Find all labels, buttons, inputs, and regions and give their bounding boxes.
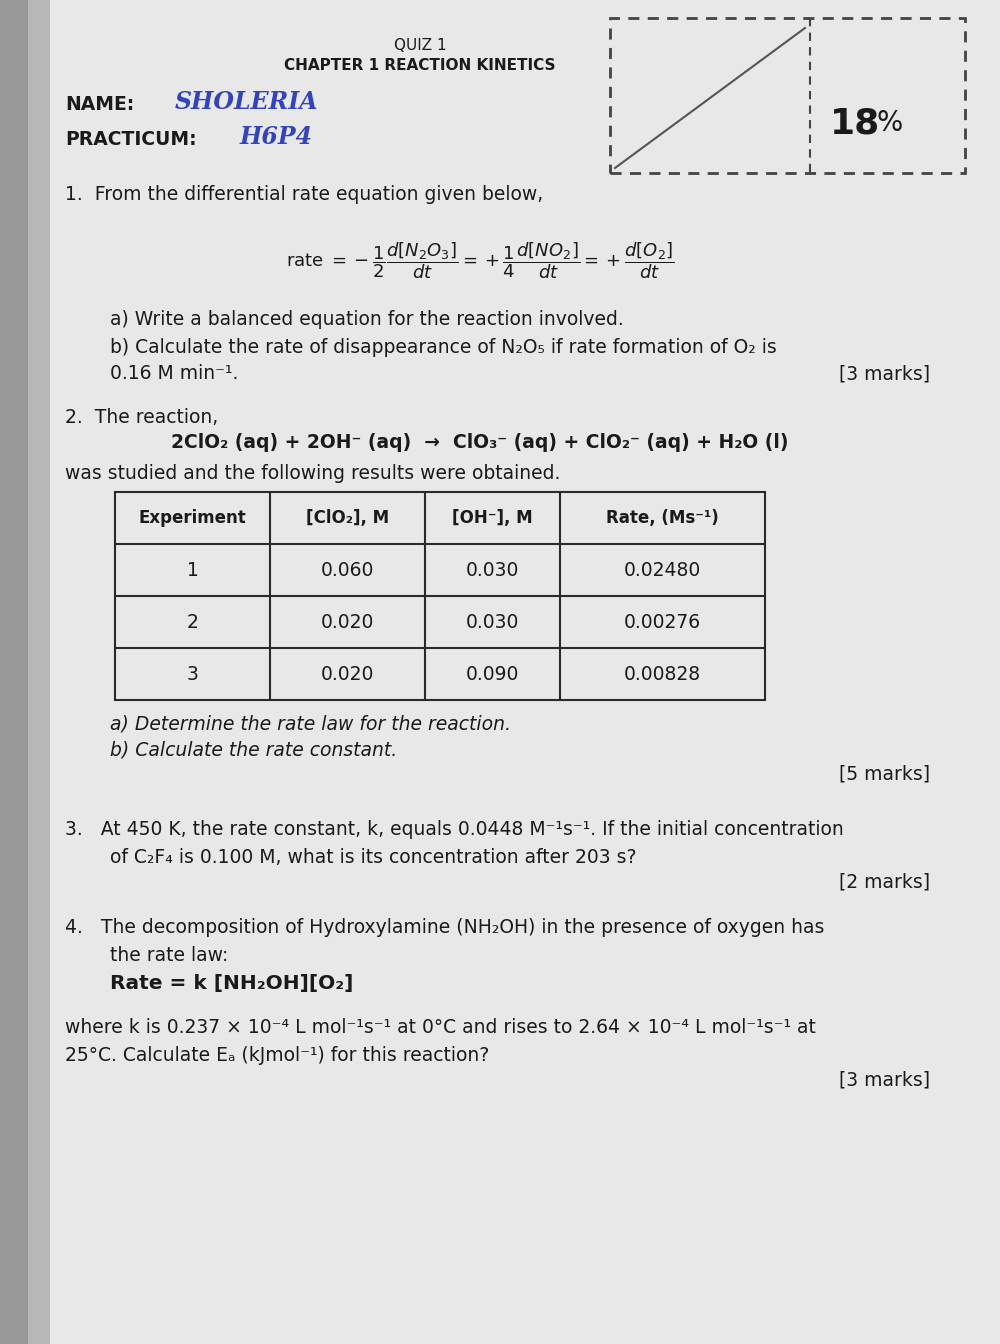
Bar bbox=[610, 17, 965, 173]
Text: of C₂F₄ is 0.100 M, what is its concentration after 203 s?: of C₂F₄ is 0.100 M, what is its concentr… bbox=[110, 848, 637, 867]
Text: the rate law:: the rate law: bbox=[110, 946, 228, 965]
Text: [3 marks]: [3 marks] bbox=[839, 364, 930, 383]
Text: Experiment: Experiment bbox=[139, 509, 246, 527]
Text: 0.030: 0.030 bbox=[466, 613, 519, 632]
Text: Rate, (Ms⁻¹): Rate, (Ms⁻¹) bbox=[606, 509, 719, 527]
Text: b) Calculate the rate constant.: b) Calculate the rate constant. bbox=[110, 741, 397, 759]
Bar bbox=[0, 0, 28, 1344]
Text: 0.16 M min⁻¹.: 0.16 M min⁻¹. bbox=[110, 364, 238, 383]
Text: 1: 1 bbox=[187, 560, 198, 579]
Text: QUIZ 1: QUIZ 1 bbox=[394, 38, 446, 52]
Text: 18: 18 bbox=[830, 106, 880, 140]
Text: 0.00276: 0.00276 bbox=[624, 613, 701, 632]
Text: rate $= -\dfrac{1}{2}\dfrac{d[N_2O_3]}{dt}= +\dfrac{1}{4}\dfrac{d[NO_2]}{dt}= +\: rate $= -\dfrac{1}{2}\dfrac{d[N_2O_3]}{d… bbox=[286, 241, 674, 281]
Text: 4.   The decomposition of Hydroxylamine (NH₂OH) in the presence of oxygen has: 4. The decomposition of Hydroxylamine (N… bbox=[65, 918, 824, 937]
Text: 2: 2 bbox=[187, 613, 198, 632]
Text: 25°C. Calculate Eₐ (kJmol⁻¹) for this reaction?: 25°C. Calculate Eₐ (kJmol⁻¹) for this re… bbox=[65, 1046, 489, 1064]
Text: 0.020: 0.020 bbox=[321, 664, 374, 684]
Text: 2ClO₂ (aq) + 2OH⁻ (aq)  →  ClO₃⁻ (aq) + ClO₂⁻ (aq) + H₂O (l): 2ClO₂ (aq) + 2OH⁻ (aq) → ClO₃⁻ (aq) + Cl… bbox=[171, 433, 789, 452]
Bar bbox=[28, 0, 53, 1344]
Text: a) Determine the rate law for the reaction.: a) Determine the rate law for the reacti… bbox=[110, 715, 511, 734]
Text: [OH⁻], M: [OH⁻], M bbox=[452, 509, 533, 527]
Text: 0.020: 0.020 bbox=[321, 613, 374, 632]
Text: H6P4: H6P4 bbox=[240, 125, 313, 149]
Text: 3.   At 450 K, the rate constant, k, equals 0.0448 M⁻¹s⁻¹. If the initial concen: 3. At 450 K, the rate constant, k, equal… bbox=[65, 820, 844, 839]
Text: 0.00828: 0.00828 bbox=[624, 664, 701, 684]
Text: NAME:: NAME: bbox=[65, 95, 134, 114]
Text: a) Write a balanced equation for the reaction involved.: a) Write a balanced equation for the rea… bbox=[110, 310, 624, 329]
Text: 0.060: 0.060 bbox=[321, 560, 374, 579]
Text: CHAPTER 1 REACTION KINETICS: CHAPTER 1 REACTION KINETICS bbox=[284, 58, 556, 73]
Text: 2.  The reaction,: 2. The reaction, bbox=[65, 409, 218, 427]
Text: 0.090: 0.090 bbox=[466, 664, 519, 684]
Text: PRACTICUM:: PRACTICUM: bbox=[65, 130, 197, 149]
Text: was studied and the following results were obtained.: was studied and the following results we… bbox=[65, 464, 560, 482]
Text: SHOLERIA: SHOLERIA bbox=[175, 90, 319, 114]
Text: [5 marks]: [5 marks] bbox=[839, 765, 930, 784]
Text: b) Calculate the rate of disappearance of N₂O₅ if rate formation of O₂ is: b) Calculate the rate of disappearance o… bbox=[110, 337, 777, 358]
Text: where k is 0.237 × 10⁻⁴ L mol⁻¹s⁻¹ at 0°C and rises to 2.64 × 10⁻⁴ L mol⁻¹s⁻¹ at: where k is 0.237 × 10⁻⁴ L mol⁻¹s⁻¹ at 0°… bbox=[65, 1017, 816, 1038]
Text: 3: 3 bbox=[187, 664, 198, 684]
Text: 0.030: 0.030 bbox=[466, 560, 519, 579]
Text: [2 marks]: [2 marks] bbox=[839, 872, 930, 891]
Text: Rate = k [NH₂OH][O₂]: Rate = k [NH₂OH][O₂] bbox=[110, 974, 353, 993]
Text: [3 marks]: [3 marks] bbox=[839, 1070, 930, 1089]
Text: [ClO₂], M: [ClO₂], M bbox=[306, 509, 389, 527]
Text: %: % bbox=[877, 109, 903, 137]
Text: 1.  From the differential rate equation given below,: 1. From the differential rate equation g… bbox=[65, 185, 543, 204]
Text: 0.02480: 0.02480 bbox=[624, 560, 701, 579]
